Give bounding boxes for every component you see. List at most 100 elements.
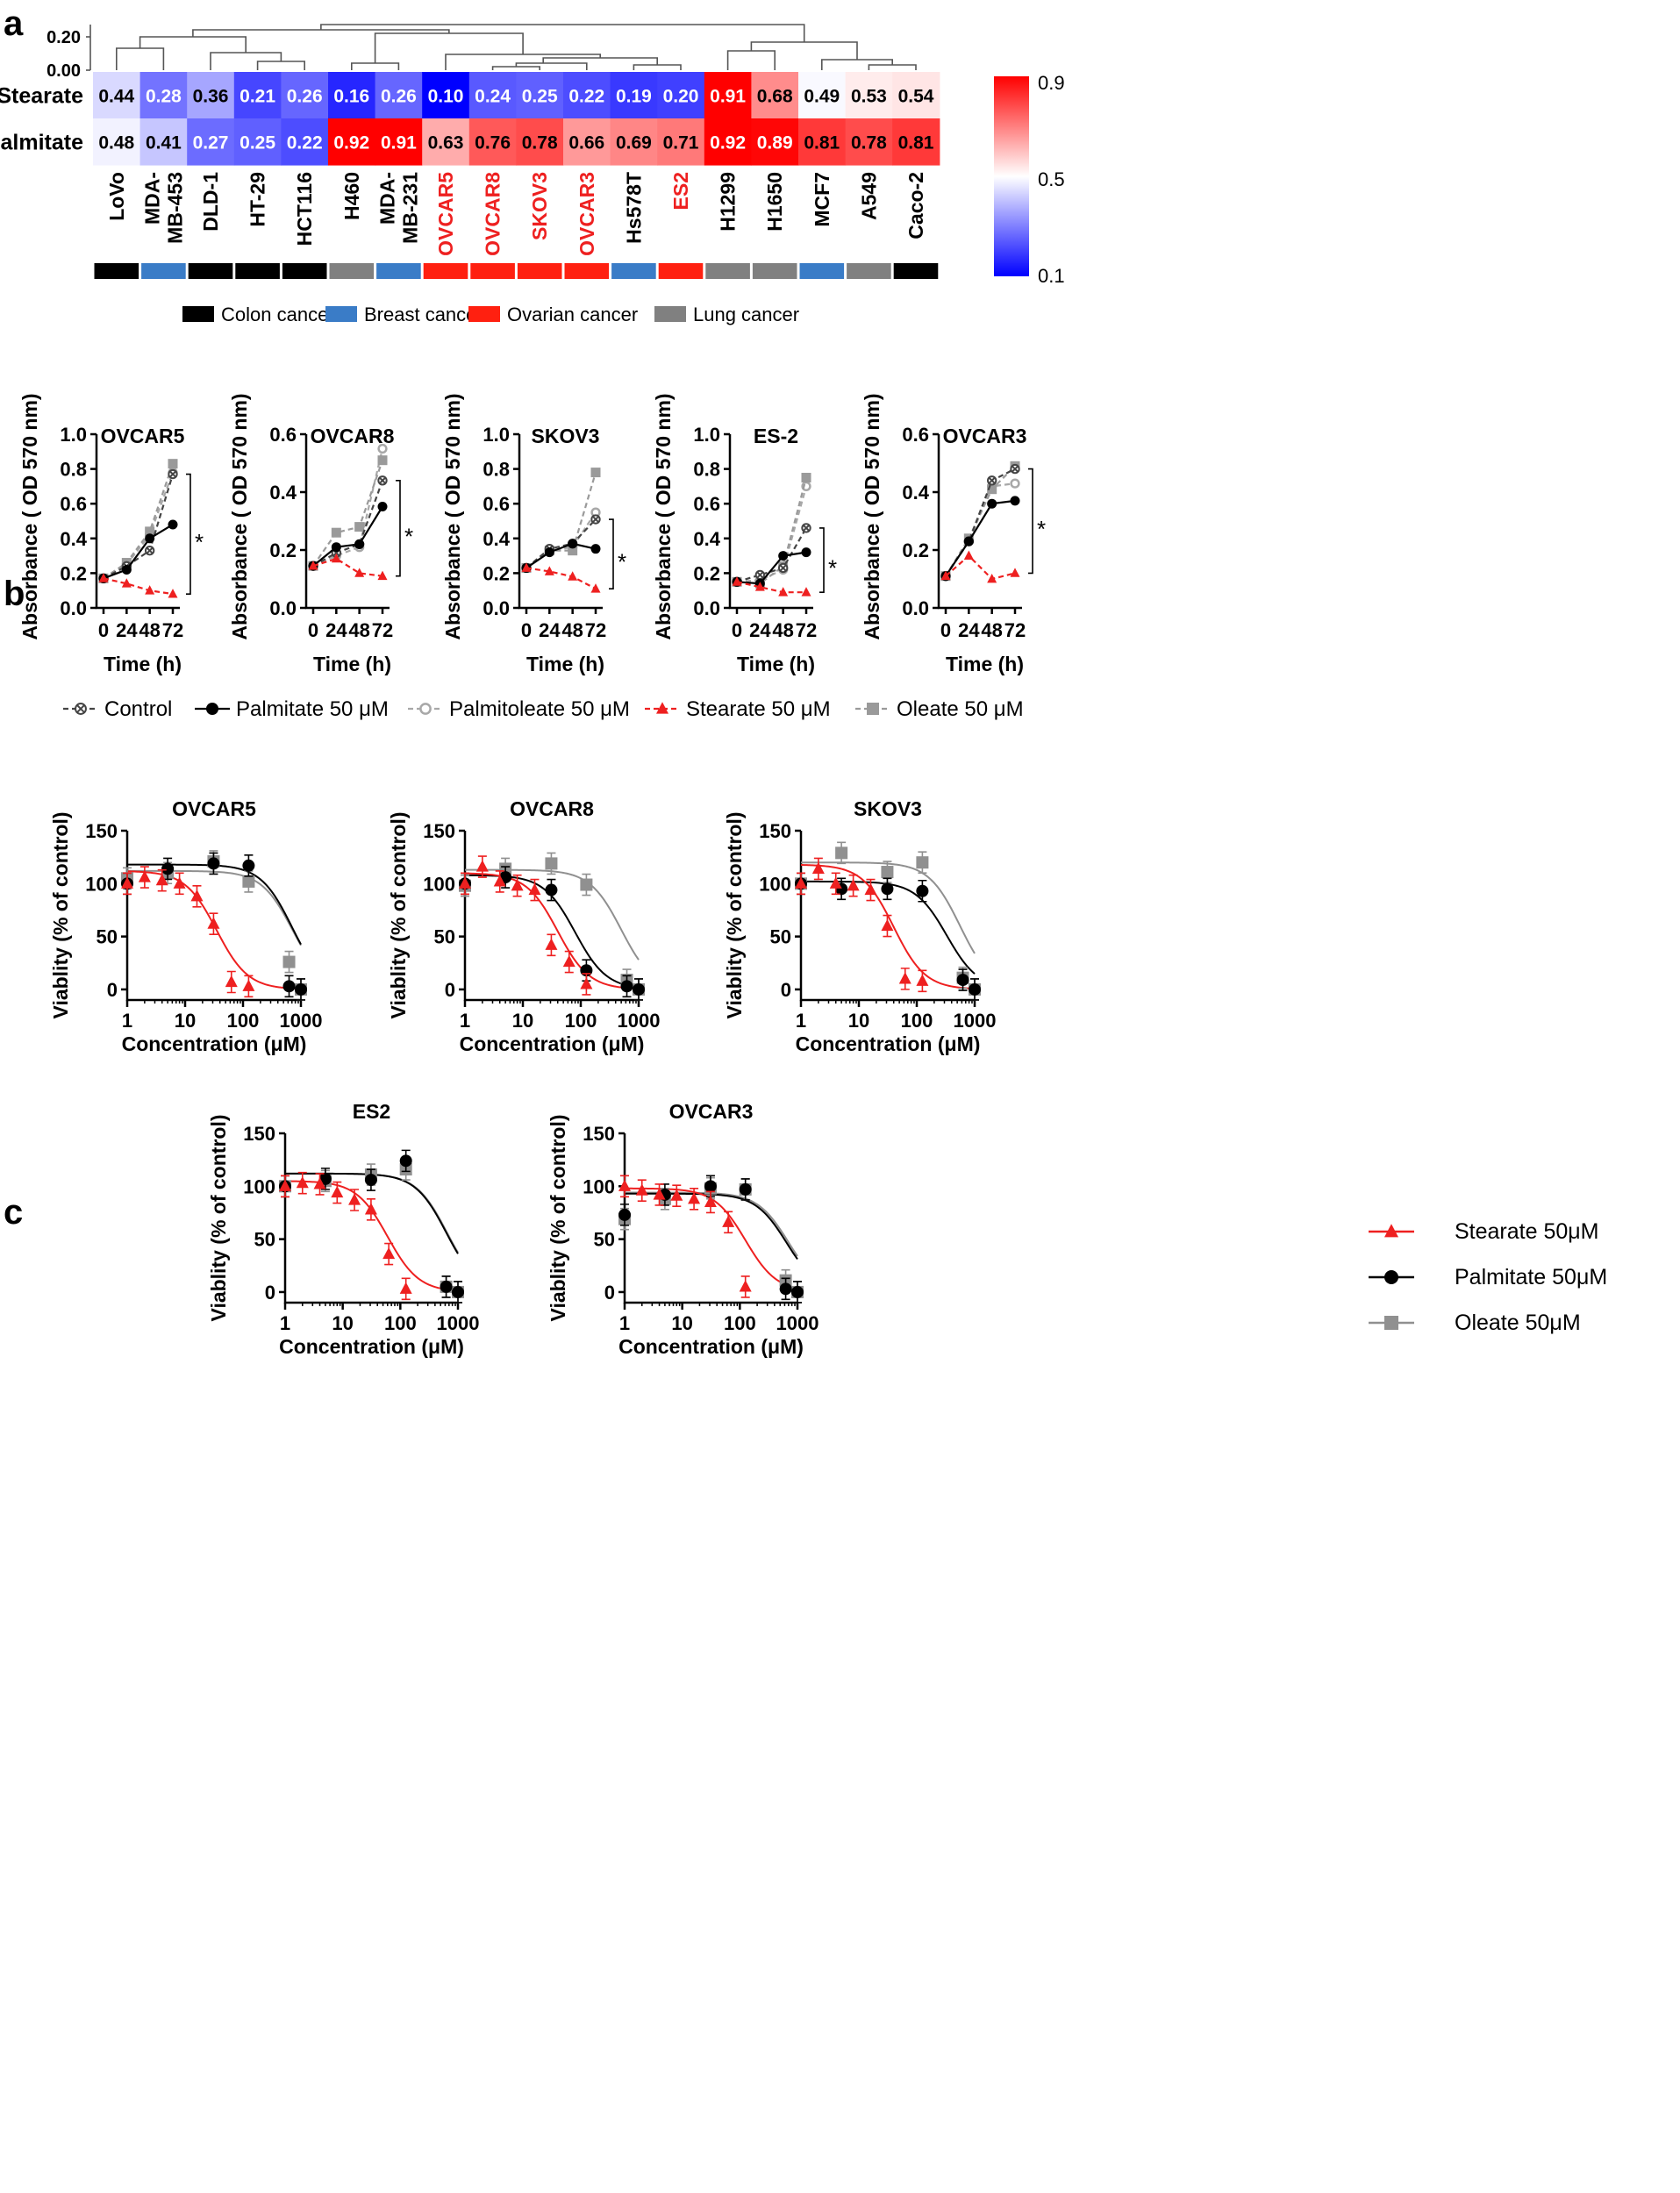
data-point — [590, 514, 601, 525]
y-tick-label: 0 — [265, 1282, 275, 1304]
heatmap-cell — [798, 72, 847, 119]
x-axis-label: Concentration (μM) — [796, 1032, 981, 1055]
heatmap-cell — [281, 72, 329, 119]
cell-value-label: 0.81 — [898, 133, 934, 154]
heatmap-cell — [751, 118, 799, 166]
data-point — [963, 536, 974, 546]
x-axis-label: Time (h) — [737, 653, 815, 675]
legend-label: Palmitate 50μM — [1455, 1265, 1607, 1289]
significance-star: * — [1037, 516, 1046, 542]
x-axis-label: Concentration (μM) — [279, 1335, 464, 1358]
x-tick-label: 48 — [561, 619, 583, 641]
panel-label-a: a — [4, 4, 24, 43]
heatmap-cell — [93, 118, 141, 166]
x-axis-label: Time (h) — [313, 653, 391, 675]
data-point — [801, 547, 811, 558]
data-point — [155, 873, 168, 886]
significance-bracket — [819, 527, 825, 593]
series-line — [525, 511, 597, 569]
legend-marker — [1384, 1270, 1398, 1284]
column-label: HCT116 — [293, 172, 316, 246]
data-point — [580, 977, 593, 989]
data-point — [399, 1282, 412, 1294]
data-point-cross — [591, 516, 600, 524]
legend-label: Palmitoleate 50 μM — [449, 697, 630, 721]
cell-value-label: 0.22 — [568, 87, 604, 107]
cell-value-label: 0.92 — [333, 133, 369, 154]
heatmap-cell — [657, 118, 705, 166]
data-point — [377, 455, 388, 466]
column-label: OVCAR3 — [575, 172, 598, 256]
subplot-title: OVCAR8 — [311, 425, 395, 447]
data-point — [969, 982, 981, 996]
data-point — [916, 856, 929, 869]
data-point — [956, 974, 969, 987]
x-tick-label: 48 — [348, 619, 369, 641]
dendrogram — [86, 24, 917, 71]
cell-value-label: 0.71 — [663, 133, 699, 154]
data-point — [620, 980, 633, 993]
heatmap-cell — [233, 118, 282, 166]
y-tick-label: 0.2 — [483, 562, 510, 584]
axes — [304, 434, 390, 610]
data-point — [881, 918, 894, 932]
cell-value-label: 0.76 — [475, 133, 511, 154]
data-point — [916, 974, 929, 986]
dendrogram-link — [351, 62, 400, 70]
data-point — [161, 862, 175, 875]
data-point — [835, 846, 848, 860]
data-point — [308, 561, 318, 570]
y-tick-label: 0.6 — [693, 493, 720, 515]
data-point — [545, 938, 558, 950]
y-axis-label: Viablity (% of control) — [723, 812, 746, 1019]
cell-value-label: 0.28 — [146, 87, 182, 107]
x-axis-label: Concentration (μM) — [618, 1335, 804, 1358]
series-line — [312, 557, 383, 577]
legend-label: Lung cancer — [693, 304, 799, 325]
column-label: LoVo — [105, 172, 128, 221]
cancer-type-bar — [141, 263, 186, 279]
data-point — [562, 954, 575, 968]
column-label: HT-29 — [247, 172, 269, 227]
legend-marker — [1384, 1224, 1398, 1238]
data-point — [653, 1188, 666, 1200]
series-line — [525, 472, 597, 569]
x-tick-label: 1 — [619, 1312, 630, 1334]
x-tick-label: 0 — [940, 619, 951, 641]
viability-legend: Stearate 50μM Palmitate 50μM Oleate 50μM — [1369, 1219, 1607, 1335]
data-point — [618, 1179, 631, 1191]
cell-value-label: 0.68 — [757, 87, 793, 107]
data-point — [801, 587, 811, 596]
cell-value-label: 0.53 — [851, 87, 887, 107]
data-point — [940, 570, 951, 581]
heatmap-cell — [892, 72, 940, 119]
column-label: OVCAR5 — [434, 172, 457, 256]
colorbar — [994, 76, 1029, 276]
heatmap-cell — [798, 118, 847, 166]
series-line — [103, 474, 175, 580]
column-label: Hs578T — [622, 172, 645, 244]
data-point — [354, 539, 365, 549]
y-axis-label: Viablity (% of control) — [547, 1115, 569, 1322]
data-point — [511, 879, 524, 891]
column-label: OVCAR8 — [482, 172, 504, 256]
data-point — [168, 459, 178, 469]
data-point — [777, 562, 789, 574]
cell-value-label: 0.91 — [710, 87, 746, 107]
cancer-type-bar — [94, 263, 139, 279]
cell-value-label: 0.92 — [710, 133, 746, 154]
y-tick-label: 0.2 — [269, 539, 297, 561]
data-point — [568, 539, 578, 549]
cell-value-label: 0.22 — [287, 133, 323, 154]
heatmap-cell — [704, 72, 752, 119]
data-point — [138, 870, 151, 882]
cancer-type-bar — [564, 263, 610, 279]
data-point — [635, 1183, 648, 1196]
data-point — [754, 582, 765, 591]
data-point — [242, 859, 255, 872]
data-point — [331, 1185, 344, 1198]
x-tick-label: 1 — [460, 1010, 470, 1032]
legend-marker — [656, 702, 668, 714]
subplot-title: OVCAR3 — [669, 1100, 754, 1123]
